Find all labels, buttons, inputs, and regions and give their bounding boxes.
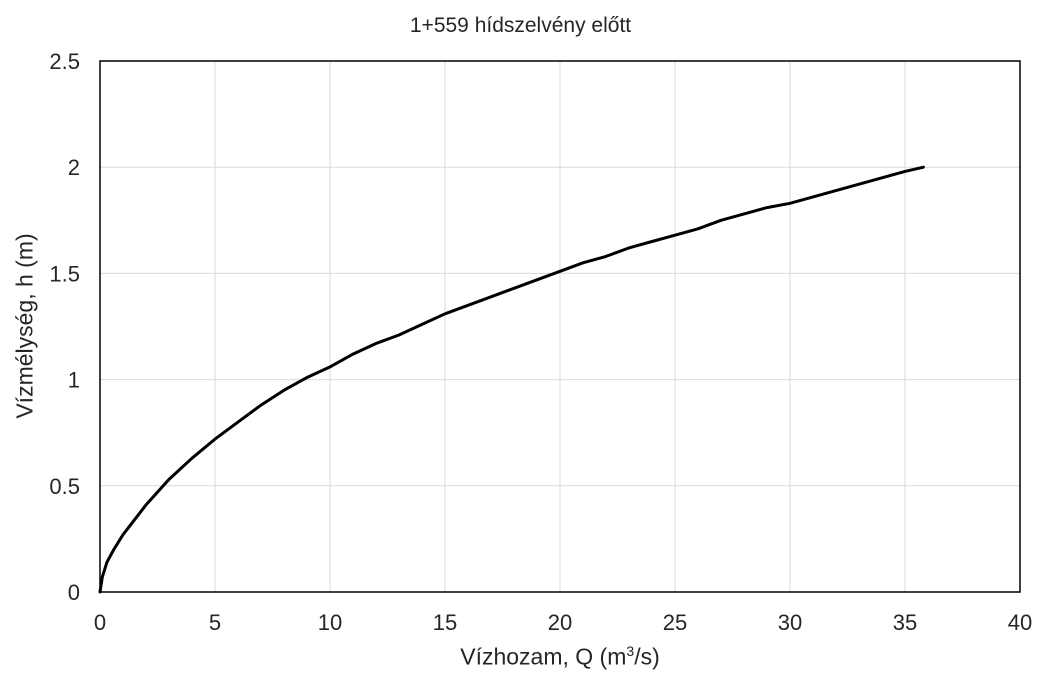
x-tick-label: 40 — [1008, 610, 1032, 635]
y-tick-labels: 0 0.5 1 1.5 2 2.5 — [49, 49, 80, 605]
y-tick-label: 2 — [68, 155, 80, 180]
x-tick-label: 15 — [433, 610, 457, 635]
x-axis-label: Vízhozam, Q (m3/s) — [100, 643, 1020, 671]
y-axis-label: Vízmélység, h (m) — [11, 233, 38, 419]
x-tick-label: 35 — [893, 610, 917, 635]
x-tick-labels: 0 5 10 15 20 25 30 35 40 — [94, 610, 1032, 635]
x-tick-label: 20 — [548, 610, 572, 635]
y-tick-label: 2.5 — [49, 49, 80, 74]
x-tick-label: 0 — [94, 610, 106, 635]
plot-area-border — [99, 60, 1021, 593]
y-tick-label: 1 — [68, 368, 80, 393]
x-axis-label-sup: 3 — [626, 643, 635, 659]
x-axis-label-end: /s) — [634, 643, 660, 670]
chart-title: 1+559 hídszelvény előtt — [409, 14, 632, 37]
y-tick-label: 0 — [68, 580, 80, 605]
series-group — [98, 165, 925, 594]
x-tick-label: 10 — [318, 610, 342, 635]
series-line — [98, 165, 925, 594]
x-axis-label-main: Vízhozam, Q (m — [460, 643, 627, 670]
x-tick-label: 30 — [778, 610, 802, 635]
y-tick-label: 1.5 — [49, 261, 80, 286]
y-tick-label: 0.5 — [49, 474, 80, 499]
x-tick-label: 5 — [209, 610, 221, 635]
x-tick-label: 25 — [663, 610, 687, 635]
grid-lines — [100, 61, 1020, 592]
